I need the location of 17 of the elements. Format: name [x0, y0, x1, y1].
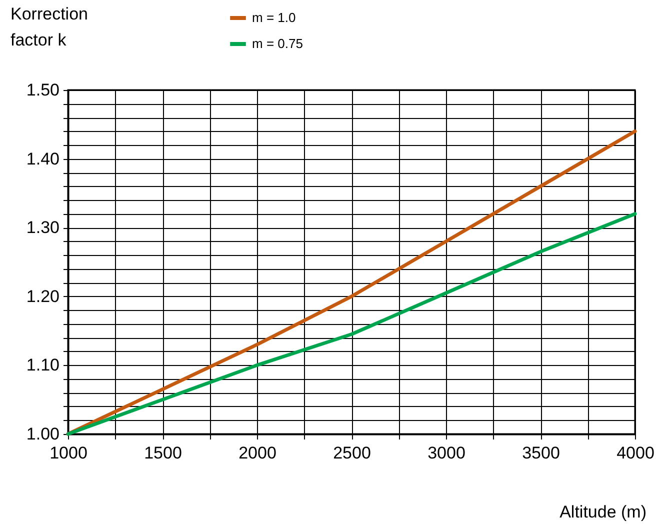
y-axis-title: Korrection factor k: [10, 4, 88, 50]
y-tick-label: 1.00: [26, 424, 60, 444]
y-tick-label: 1.50: [26, 80, 60, 100]
y-tick-label: 1.20: [26, 286, 60, 306]
x-tick-label: 1000: [50, 444, 88, 462]
y-tick-label: 1.10: [26, 356, 60, 375]
x-tick-label: 3500: [522, 444, 560, 462]
legend-label: m = 1.0: [252, 10, 296, 25]
legend-label: m = 0.75: [252, 36, 303, 51]
x-tick-label: 4000: [616, 444, 654, 462]
y-tick-label: 1.40: [26, 149, 60, 168]
x-axis-title: Altitude (m): [560, 502, 646, 522]
x-tick-label: 1500: [144, 444, 182, 462]
x-tick-label: 3000: [428, 444, 466, 462]
x-tick-label: 2000: [238, 444, 276, 462]
x-tick-label: 2500: [333, 444, 371, 462]
y-tick-label: 1.30: [26, 218, 60, 238]
